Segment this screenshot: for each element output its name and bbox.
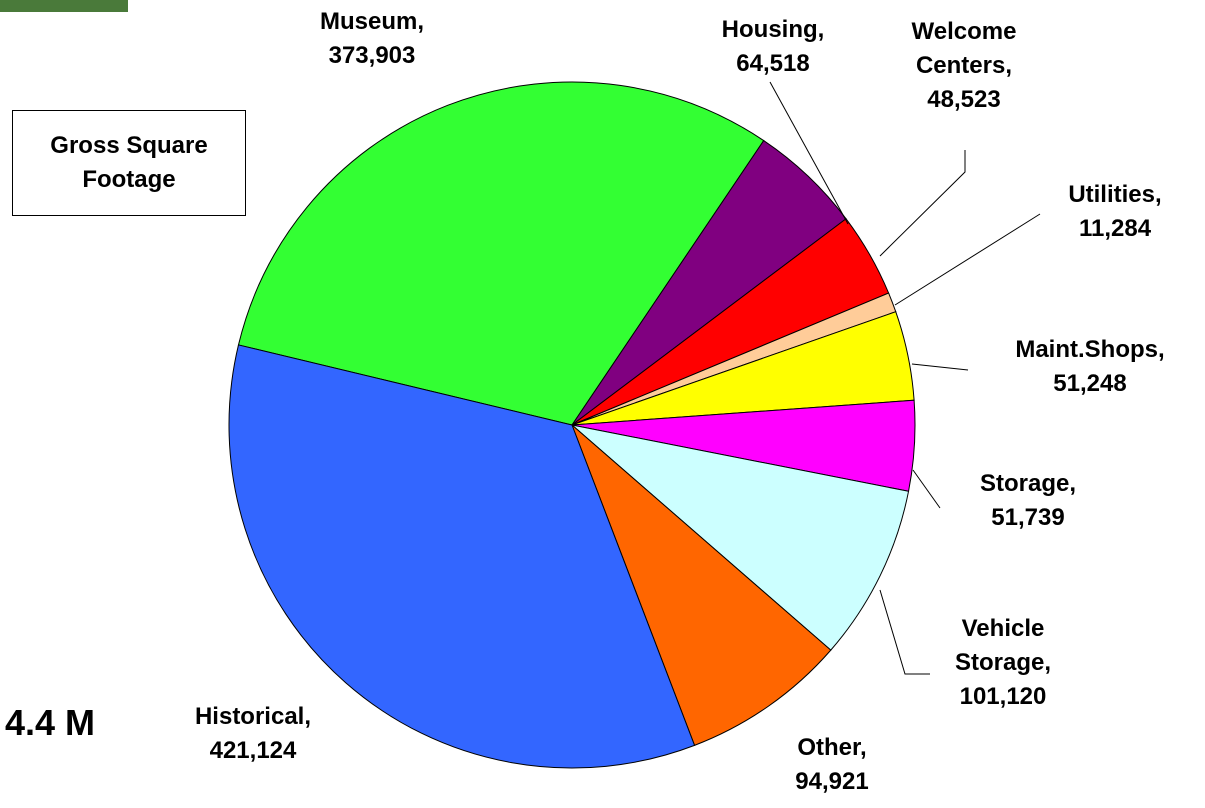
total-annotation: 4.4 M bbox=[5, 702, 96, 743]
slice-value: 101,120 bbox=[959, 683, 1047, 710]
slice-name: Maint.Shops, bbox=[1015, 336, 1165, 363]
slice-label: Storage, 51,739 bbox=[898, 467, 1158, 535]
slice-name: Storage, bbox=[979, 470, 1077, 497]
pie-slice bbox=[237, 81, 765, 426]
slice-value: 94,921 bbox=[795, 768, 869, 795]
slice-name: Housing, bbox=[721, 16, 825, 43]
leader-line bbox=[911, 363, 969, 371]
leader-line bbox=[879, 589, 930, 675]
slice-label: Welcome Centers, 48,523 bbox=[889, 15, 1039, 117]
pie-slice bbox=[571, 424, 832, 747]
slice-value: 51,739 bbox=[991, 504, 1065, 531]
leader-line bbox=[879, 150, 966, 257]
pie-slice bbox=[570, 424, 910, 651]
slice-value: 51,248 bbox=[1053, 370, 1127, 397]
title-box: Gross Square Footage bbox=[12, 110, 246, 216]
slice-value: 421,124 bbox=[209, 737, 297, 764]
slice-name: Utilities, bbox=[1068, 181, 1162, 208]
slice-name: Other, bbox=[797, 734, 867, 761]
slice-value: 11,284 bbox=[1078, 215, 1152, 242]
pie-slice bbox=[228, 344, 696, 769]
slice-name: Welcome Centers, bbox=[911, 18, 1017, 79]
slice-label: Housing, 64,518 bbox=[643, 13, 903, 81]
slice-name: Historical, bbox=[194, 703, 312, 730]
slice-label: Utilities, 11,284 bbox=[985, 178, 1205, 246]
chart-title: Gross Square Footage bbox=[50, 132, 208, 193]
slice-label: Vehicle Storage, 101,120 bbox=[928, 612, 1078, 714]
slice-value: 48,523 bbox=[927, 86, 1001, 113]
slice-label: Other, 94,921 bbox=[702, 731, 962, 799]
slice-label: Historical, 421,124 bbox=[123, 700, 383, 768]
leader-line bbox=[894, 213, 1041, 306]
slice-name: Museum, bbox=[319, 8, 424, 35]
leader-line bbox=[769, 81, 849, 225]
slice-value: 373,903 bbox=[328, 42, 416, 69]
photo-fragment bbox=[0, 0, 128, 12]
slice-label: Museum, 373,903 bbox=[242, 5, 502, 73]
slice-label: Maint.Shops, 51,248 bbox=[960, 333, 1205, 401]
slice-name: Vehicle Storage, bbox=[954, 615, 1052, 676]
leader-line bbox=[912, 469, 941, 509]
leader-lines bbox=[769, 81, 1041, 675]
slice-value: 64,518 bbox=[736, 50, 810, 77]
